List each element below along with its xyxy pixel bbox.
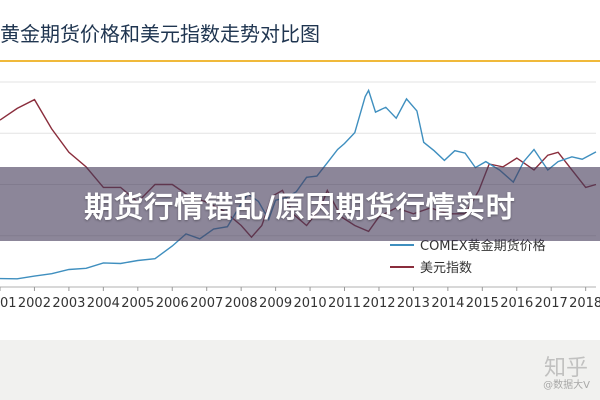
chart-title: 黄金期货价格和美元指数走势对比图	[0, 22, 320, 46]
overlay-caption: 期货行情错乱/原因期货行情实时	[84, 190, 516, 224]
x-tick-label: 2017	[535, 296, 568, 311]
x-tick-label: 2002	[18, 296, 51, 311]
x-tick-label: 2009	[259, 296, 292, 311]
x-tick-label: 2004	[87, 296, 120, 311]
x-tick-label: 2014	[431, 296, 464, 311]
legend-label: COMEX黄金期货价格	[420, 238, 546, 254]
title-underline	[0, 60, 600, 62]
x-tick-label: 2018	[569, 296, 600, 311]
x-tick-label: 2012	[362, 296, 395, 311]
x-tick-label: 2007	[190, 296, 223, 311]
x-tick-label: 2006	[156, 296, 189, 311]
x-tick-label: 2008	[225, 296, 258, 311]
chart-header: 黄金期货价格和美元指数走势对比图	[0, 0, 600, 62]
watermark-credit: @数据大V	[543, 380, 590, 391]
x-tick-label: 2003	[52, 296, 85, 311]
x-tick-label: 2011	[328, 296, 361, 311]
legend-label: 美元指数	[420, 261, 472, 276]
x-tick-label: 2001	[0, 296, 17, 311]
bottom-area	[0, 340, 600, 400]
x-tick-label: 2016	[500, 296, 533, 311]
x-tick-label: 2015	[466, 296, 499, 311]
x-tick-label: 2010	[294, 296, 327, 311]
watermark-logo: 知乎	[543, 356, 588, 381]
overlay-band	[0, 167, 600, 241]
x-tick-label: 2005	[121, 296, 154, 311]
x-tick-label: 2013	[397, 296, 430, 311]
